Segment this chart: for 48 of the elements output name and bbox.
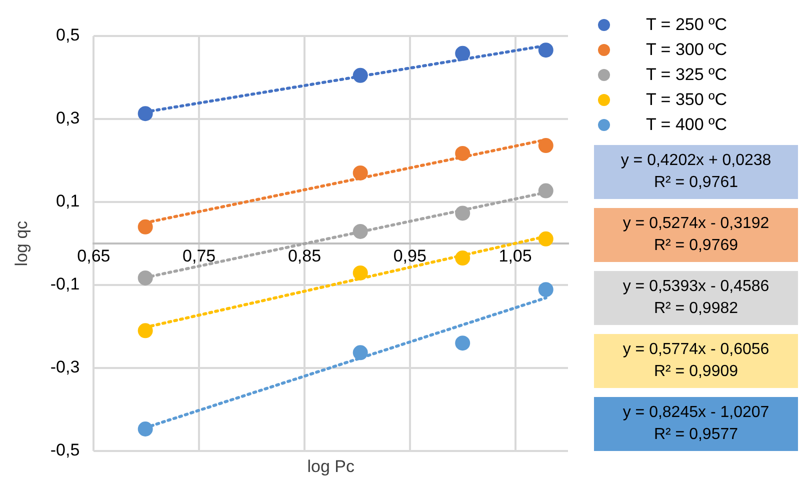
y-tick-label: 0,1 bbox=[56, 192, 80, 211]
x-tick-label: 0,95 bbox=[393, 246, 426, 266]
point bbox=[352, 165, 368, 180]
y-tick-label: 0,3 bbox=[56, 108, 80, 128]
x-tick-label: 0,85 bbox=[288, 246, 322, 266]
point bbox=[352, 68, 368, 83]
legend-label: T = 400 ºC bbox=[646, 114, 728, 134]
point bbox=[455, 250, 470, 266]
point bbox=[352, 224, 368, 239]
point bbox=[352, 345, 368, 360]
point bbox=[138, 270, 153, 286]
text: y = 0,5774x - 0,6056 bbox=[622, 340, 770, 360]
point bbox=[455, 336, 470, 351]
y-axis-title: log qc bbox=[12, 220, 31, 266]
legend-label: T = 350 ºC bbox=[646, 90, 728, 110]
point bbox=[138, 106, 153, 122]
text: y = 0,5274x - 0,3192 bbox=[622, 214, 770, 234]
x-tick-label: 0,65 bbox=[77, 246, 110, 266]
point bbox=[455, 206, 470, 221]
text: R² = 0,9761 bbox=[652, 173, 740, 193]
point bbox=[538, 42, 554, 58]
point bbox=[455, 146, 470, 161]
point bbox=[138, 422, 153, 437]
point bbox=[138, 219, 153, 234]
legend-label: T = 325 ºC bbox=[646, 64, 728, 84]
legend-label: T = 250 ºC bbox=[646, 14, 728, 34]
text: R² = 0,9982 bbox=[652, 299, 740, 319]
point bbox=[538, 282, 554, 298]
point bbox=[538, 231, 554, 246]
x-axis-title: log Pc bbox=[307, 457, 355, 476]
y-tick-label: -0,3 bbox=[50, 358, 80, 377]
text: R² = 0,9909 bbox=[652, 362, 740, 382]
text: R² = 0,9577 bbox=[652, 425, 740, 445]
legend-label: T = 300 ºC bbox=[646, 40, 728, 60]
text: y = 0,5393x - 0,4586 bbox=[622, 277, 770, 297]
point bbox=[138, 323, 153, 338]
point bbox=[455, 46, 470, 61]
text: y = 0,8245x - 1,0207 bbox=[622, 403, 770, 423]
x-tick-label: 0,75 bbox=[182, 246, 216, 266]
x-tick-label: 1,05 bbox=[498, 246, 532, 266]
y-tick-label: 0,5 bbox=[56, 26, 80, 45]
text: y = 0,4202x + 0,0238 bbox=[620, 151, 772, 171]
point bbox=[352, 265, 368, 280]
text: R² = 0,9769 bbox=[652, 236, 740, 256]
point bbox=[538, 183, 554, 198]
point bbox=[538, 138, 554, 154]
y-tick-label: -0,1 bbox=[50, 274, 80, 294]
y-tick-label: -0,5 bbox=[50, 440, 80, 460]
